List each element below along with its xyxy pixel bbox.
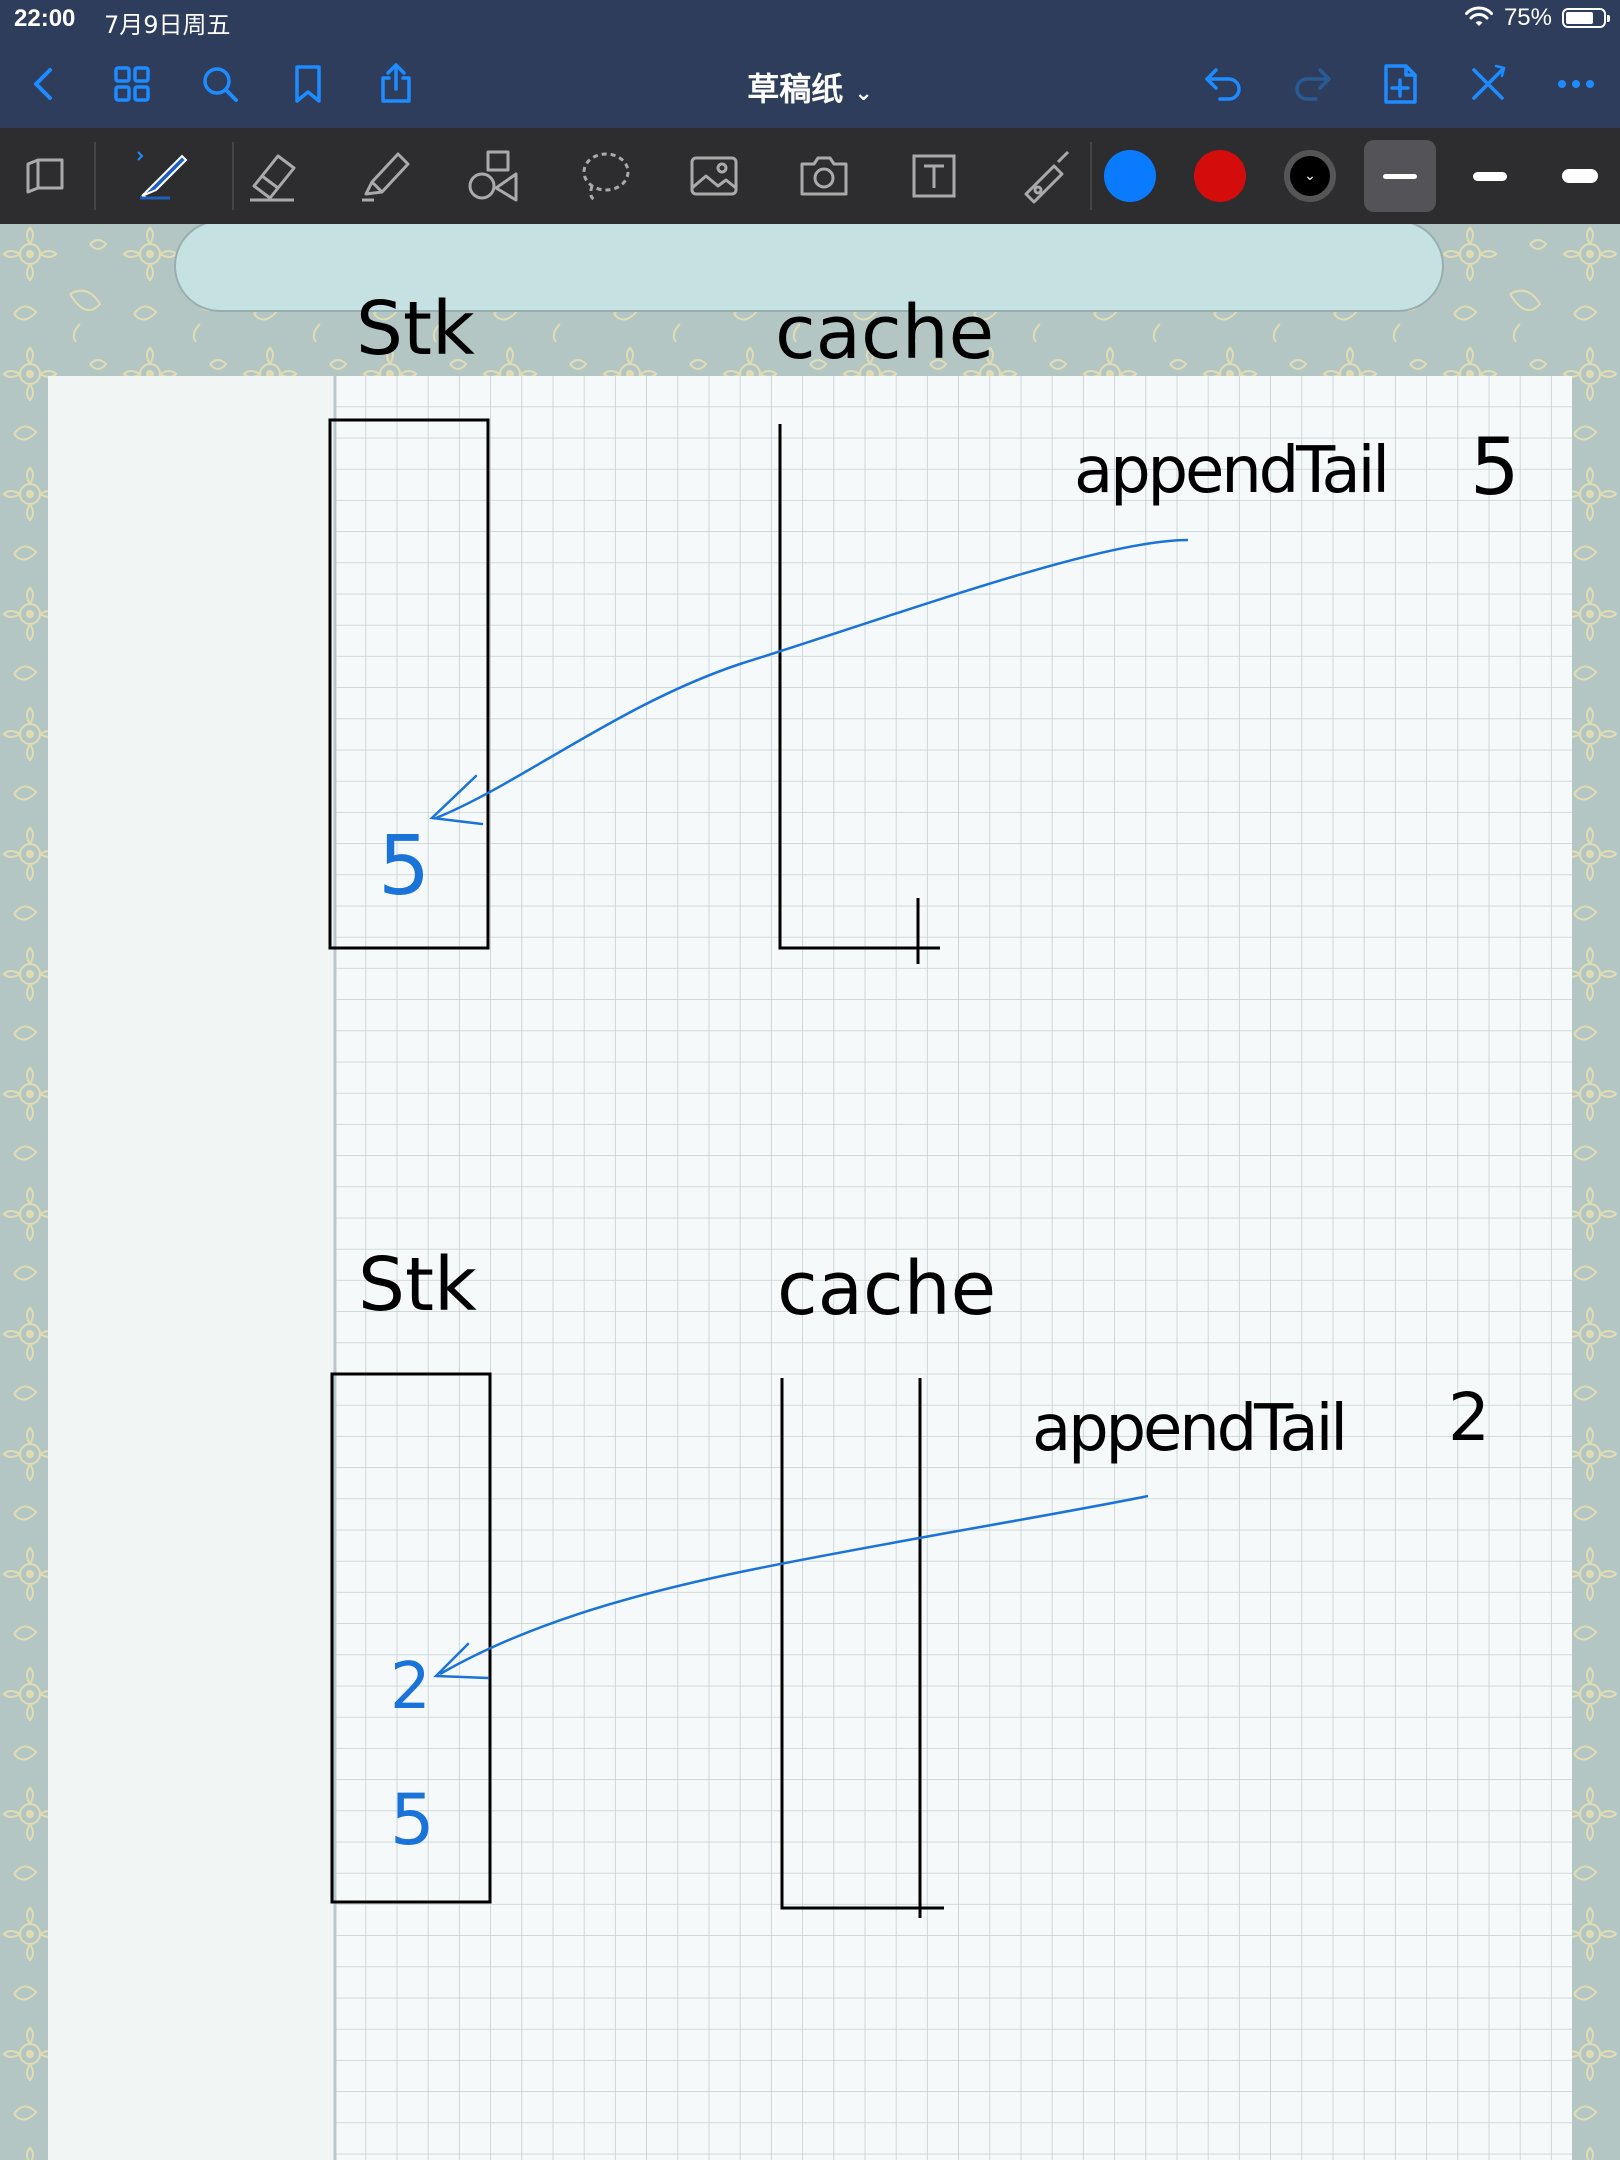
laser-icon[interactable] [1010, 142, 1078, 210]
op-label-1: appendTail [1074, 434, 1390, 508]
cache-label-1: cache [775, 290, 994, 376]
stack-item: 2 [390, 1650, 431, 1724]
op-value-1: 5 [1470, 423, 1520, 513]
grid-icon[interactable] [108, 60, 156, 108]
battery-fill [1566, 12, 1593, 24]
undo-icon[interactable] [1200, 60, 1248, 108]
add-page-icon[interactable] [1376, 60, 1424, 108]
header-bar [174, 224, 1444, 312]
status-right: 75% [1464, 4, 1610, 32]
stack-item: 5 [378, 819, 430, 914]
battery-percent: 75% [1503, 4, 1552, 31]
document-title: 草稿纸 ⌄ [0, 64, 1620, 110]
lasso-icon[interactable] [570, 142, 638, 210]
medium-line-icon [1473, 171, 1507, 181]
color-swatch-black[interactable]: ⌄ [1284, 150, 1336, 202]
note-canvas[interactable]: Stk cache appendTail 5 5 Stk cache appen… [0, 224, 1620, 2160]
more-icon[interactable] [1552, 60, 1600, 108]
arrow-head-2 [433, 1642, 490, 1680]
highlighter-icon[interactable] [350, 142, 418, 210]
status-time: 22:00 [14, 5, 76, 32]
stack-box-1 [328, 418, 490, 950]
separator [1090, 142, 1092, 210]
op-value-2: 2 [1448, 1379, 1490, 1456]
text-icon[interactable] [900, 142, 968, 210]
color-swatch-blue[interactable] [1104, 150, 1156, 202]
redo-icon[interactable] [1288, 60, 1336, 108]
stroke-width-medium[interactable] [1454, 140, 1526, 212]
status-bar: 22:00 7月9日周五 75% [0, 0, 1620, 40]
back-icon[interactable] [20, 60, 68, 108]
ink-layer: Stk cache appendTail 5 5 Stk cache appen… [328, 286, 1520, 1918]
status-date: 7月9日周五 [104, 11, 231, 39]
stack-box-2 [330, 1372, 492, 1904]
thick-line-icon [1562, 169, 1598, 183]
bookmark-icon[interactable] [284, 60, 332, 108]
wifi-icon [1464, 6, 1493, 26]
shapes-icon[interactable] [460, 142, 528, 210]
stack-label-2: Stk [358, 1242, 477, 1328]
image-icon[interactable] [680, 142, 748, 210]
chevron-down-icon: ⌄ [1304, 168, 1316, 184]
sidebar-icon[interactable] [12, 142, 80, 210]
battery-icon [1562, 8, 1610, 28]
share-icon[interactable] [372, 60, 420, 108]
close-icon[interactable] [1464, 60, 1512, 108]
camera-icon[interactable] [790, 142, 858, 210]
arrow-line-1 [435, 538, 1189, 820]
stack-label-1: Stk [356, 286, 475, 372]
chevron-down-icon: ⌄ [854, 81, 873, 106]
pen-icon[interactable] [126, 142, 194, 210]
nav-bar: 草稿纸 ⌄ [0, 40, 1620, 128]
cache-box-1 [778, 424, 940, 964]
stroke-width-thick[interactable] [1544, 140, 1616, 212]
stroke-width-thin[interactable] [1364, 140, 1436, 212]
thin-line-icon [1383, 173, 1417, 179]
panel-2: Stk cache appendTail 2 2 5 [330, 1242, 1490, 1918]
search-icon[interactable] [196, 60, 244, 108]
cache-box-2 [780, 1378, 944, 1918]
op-label-2: appendTail [1032, 1392, 1348, 1466]
title-text: 草稿纸 [747, 70, 844, 108]
separator [94, 142, 96, 210]
arrow-line-2 [439, 1494, 1149, 1676]
page-background [0, 224, 1620, 2160]
tool-bar: ⌄ [0, 128, 1620, 224]
stack-item: 5 [390, 1779, 435, 1861]
eraser-icon[interactable] [240, 142, 308, 210]
panel-1: Stk cache appendTail 5 5 [328, 286, 1520, 964]
cache-label-2: cache [777, 1246, 996, 1332]
title-dropdown[interactable]: 草稿纸 ⌄ [747, 70, 873, 108]
separator [232, 142, 234, 210]
color-swatch-red[interactable] [1194, 150, 1246, 202]
arrow-head-1 [429, 774, 484, 826]
